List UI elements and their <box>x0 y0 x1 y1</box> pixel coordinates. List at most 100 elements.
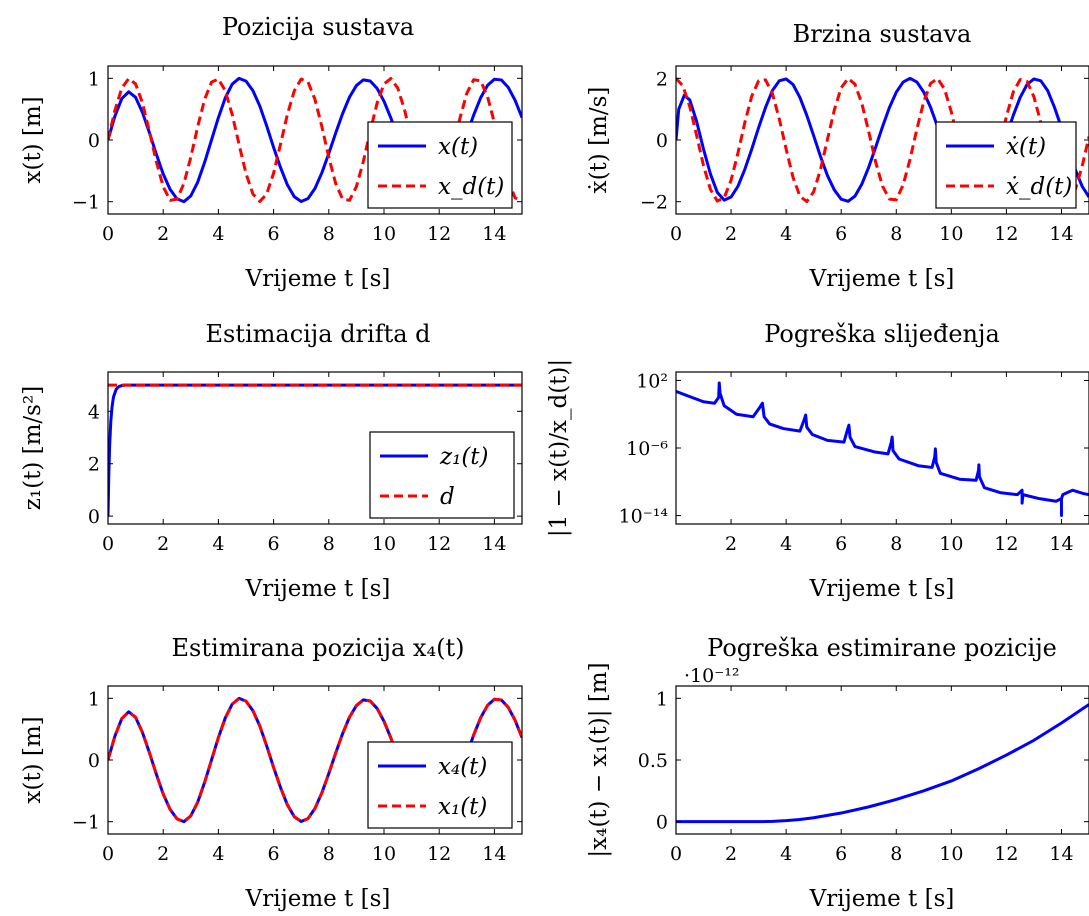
subplot-title: Estimacija drifta d <box>205 320 430 348</box>
y-tick-label: 0 <box>88 130 100 152</box>
y-tick-label: −1 <box>72 192 100 214</box>
x-tick-label: 2 <box>725 843 737 865</box>
y-tick-label: 0 <box>88 750 100 772</box>
x-axis-label: Vrijeme t [s] <box>809 576 955 602</box>
x-tick-label: 0 <box>670 843 682 865</box>
subplot-6: 0 2 4 6 8 10 12 14 0 0.5 1 Pogreška estimirane pozi… <box>586 634 1089 912</box>
legend: z₁(t) d <box>369 431 515 519</box>
subplot-title: Pozicija sustava <box>222 13 414 41</box>
x-tick-label: 14 <box>1049 223 1073 245</box>
legend-entry: x(t) <box>438 134 478 160</box>
y-tick-label: 10⁻¹⁴ <box>619 506 669 528</box>
legend: x(t) x_d(t) <box>367 121 513 209</box>
x-tick-label: 6 <box>268 223 280 245</box>
x-tick-label: 6 <box>268 843 280 865</box>
y-tick-label: −1 <box>72 812 100 834</box>
x-axis-label: Vrijeme t [s] <box>809 266 955 292</box>
x-tick-label: 6 <box>835 843 847 865</box>
y-tick-label: 1 <box>656 688 668 710</box>
x-tick-label: 10 <box>939 533 963 555</box>
x-tick-label: 14 <box>482 223 506 245</box>
legend: ẋ(t) ẋ_d(t) <box>935 121 1077 209</box>
x-tick-label: 2 <box>725 533 737 555</box>
x-tick-label: 10 <box>939 843 963 865</box>
y-tick-label: 10⁻⁶ <box>626 438 668 460</box>
x-axis-label: Vrijeme t [s] <box>245 266 391 292</box>
x-tick-label: 8 <box>890 843 902 865</box>
subplot-title: Brzina sustava <box>793 20 972 48</box>
x-tick-label: 6 <box>835 533 847 555</box>
x-tick-label: 0 <box>102 223 114 245</box>
y-tick-label: 0 <box>88 506 100 528</box>
y-tick-label: 1 <box>88 688 100 710</box>
x-axis-label: Vrijeme t [s] <box>245 886 391 912</box>
x-tick-label: 12 <box>427 533 451 555</box>
x-tick-label: 14 <box>1049 843 1073 865</box>
legend-box <box>367 741 513 829</box>
x-tick-label: 2 <box>157 223 169 245</box>
y-tick-label: −2 <box>640 192 668 214</box>
x-tick-label: 14 <box>482 533 506 555</box>
x-tick-label: 4 <box>780 533 792 555</box>
x-tick-label: 6 <box>268 533 280 555</box>
x-tick-label: 4 <box>212 843 224 865</box>
x-tick-label: 0 <box>102 843 114 865</box>
x-tick-label: 12 <box>427 223 451 245</box>
series-line-1 <box>676 703 1089 824</box>
legend-box <box>367 121 513 209</box>
y-scale-label: ·10⁻¹² <box>684 665 739 687</box>
y-axis-label: ẋ(t) [m/s] <box>586 87 612 194</box>
series-line-2 <box>676 76 1089 204</box>
x-tick-label: 12 <box>994 843 1018 865</box>
x-tick-label: 12 <box>427 843 451 865</box>
y-tick-label: 0 <box>656 130 668 152</box>
y-axis-label: x(t) [m] <box>20 96 46 183</box>
x-tick-label: 10 <box>372 843 396 865</box>
x-tick-label: 4 <box>780 843 792 865</box>
y-axis-label: x(t) [m] <box>20 716 46 803</box>
legend-entry: ẋ_d(t) <box>1006 174 1072 200</box>
x-tick-label: 0 <box>670 223 682 245</box>
y-tick-label: 10² <box>636 370 668 392</box>
subplot-title: Pogreška slijeđenja <box>764 320 1000 348</box>
x-tick-label: 4 <box>212 223 224 245</box>
x-axis-label: Vrijeme t [s] <box>245 576 391 602</box>
subplot-4: 2 4 6 8 10 12 14 10² 10⁻⁶ 10⁻¹⁴ Pogreška slijeđenj… <box>546 320 1089 602</box>
x-tick-label: 8 <box>890 533 902 555</box>
legend-entry: d <box>440 484 455 510</box>
x-tick-label: 8 <box>323 843 335 865</box>
x-tick-label: 14 <box>482 843 506 865</box>
x-tick-label: 8 <box>323 223 335 245</box>
y-tick-label: 1 <box>88 68 100 90</box>
y-tick-label: 2 <box>88 454 100 476</box>
legend-entry: ẋ(t) <box>1006 134 1046 160</box>
subplot-title: Estimirana pozicija x₄(t) <box>172 634 465 662</box>
legend-box <box>369 431 515 519</box>
y-axis-label: z₁(t) [m/s²] <box>20 386 46 510</box>
series-line-2 <box>108 696 522 824</box>
legend-entry: x_d(t) <box>438 174 504 200</box>
x-tick-label: 10 <box>939 223 963 245</box>
x-tick-label: 4 <box>212 533 224 555</box>
y-tick-label: 4 <box>88 401 100 423</box>
x-tick-label: 2 <box>157 843 169 865</box>
x-tick-label: 12 <box>994 223 1018 245</box>
x-tick-label: 2 <box>157 533 169 555</box>
subplot-title: Pogreška estimirane pozicije <box>707 634 1057 662</box>
subplot-3: 0 2 4 6 8 10 12 14 0 2 4 Estimacija drifta d Vrijeme… <box>20 320 523 602</box>
x-tick-label: 4 <box>780 223 792 245</box>
y-axis-label: |x₄(t) − x₁(t)| [m] <box>586 662 612 857</box>
legend-entry: x₄(t) <box>438 754 487 780</box>
x-tick-label: 6 <box>835 223 847 245</box>
x-tick-label: 14 <box>1049 533 1073 555</box>
legend: x₄(t) x₁(t) <box>367 741 513 829</box>
plot-frame <box>107 371 523 525</box>
y-tick-label: 2 <box>656 68 668 90</box>
x-axis-label: Vrijeme t [s] <box>809 886 955 912</box>
y-tick-label: 0.5 <box>638 750 668 772</box>
legend-entry: z₁(t) <box>439 444 489 470</box>
